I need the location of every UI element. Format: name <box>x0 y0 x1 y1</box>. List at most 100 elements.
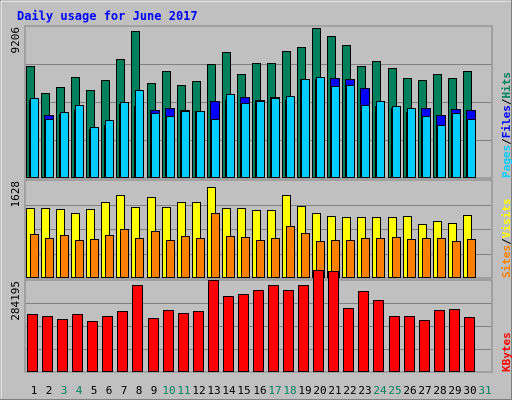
x-tick-label-day-16: 16 <box>253 384 266 397</box>
bar-sites-day-26 <box>407 239 416 278</box>
legend-kbytes: KBytes <box>500 332 512 372</box>
x-tick-label-day-31: 31 <box>478 384 491 397</box>
bar-kbytes-day-23 <box>358 291 369 372</box>
bar-pages-day-28 <box>437 125 446 178</box>
chart-panels: 9206Pages/Files/Hits1628Sites/Visits2841… <box>9 25 512 373</box>
bar-kbytes-day-10 <box>163 310 174 372</box>
bar-pages-day-16 <box>256 101 265 178</box>
bar-sites-day-6 <box>105 235 114 278</box>
x-tick-label-day-12: 12 <box>192 384 205 397</box>
bar-kbytes-day-8 <box>132 285 143 372</box>
y-axis-max-label: 1628 <box>9 181 22 208</box>
bar-pages-day-26 <box>407 108 416 178</box>
bar-pages-day-18 <box>286 96 295 178</box>
bar-sites-day-8 <box>135 238 144 278</box>
bar-pages-day-20 <box>316 77 325 178</box>
bar-kbytes-day-1 <box>27 314 38 372</box>
bar-pages-day-21 <box>331 86 340 178</box>
bar-pages-day-23 <box>361 105 370 178</box>
bar-pages-day-17 <box>271 98 280 178</box>
bar-pages-day-1 <box>30 98 39 178</box>
bar-sites-day-12 <box>196 238 205 278</box>
bar-sites-day-29 <box>452 241 461 278</box>
bar-sites-day-24 <box>376 238 385 278</box>
x-tick-label-day-21: 21 <box>328 384 341 397</box>
bar-sites-day-17 <box>271 238 280 278</box>
legend-item-visits: Visits <box>500 199 512 239</box>
bar-kbytes-day-2 <box>42 316 53 372</box>
x-tick-label-day-11: 11 <box>177 384 190 397</box>
bar-kbytes-day-20 <box>313 270 324 372</box>
bar-kbytes-day-27 <box>419 320 430 372</box>
x-tick-label-day-6: 6 <box>106 384 113 397</box>
legend-item-files: Files <box>500 105 512 138</box>
x-tick-label-day-5: 5 <box>91 384 98 397</box>
x-tick-label-day-23: 23 <box>358 384 371 397</box>
bar-sites-day-30 <box>467 239 476 278</box>
bar-pages-day-2 <box>45 119 54 178</box>
bar-kbytes-day-26 <box>404 316 415 372</box>
bar-kbytes-day-4 <box>72 314 83 372</box>
bar-kbytes-day-17 <box>268 285 279 372</box>
bar-sites-day-19 <box>301 233 310 278</box>
chart-title: Daily usage for June 2017 <box>17 9 198 23</box>
x-tick-label-day-30: 30 <box>463 384 476 397</box>
bar-pages-day-5 <box>90 127 99 178</box>
bar-sites-day-27 <box>422 238 431 278</box>
bar-sites-day-13 <box>211 213 220 278</box>
bar-sites-day-7 <box>120 229 129 278</box>
bar-kbytes-day-24 <box>373 300 384 372</box>
bar-sites-day-11 <box>181 236 190 278</box>
bar-kbytes-day-3 <box>57 319 68 372</box>
bar-kbytes-day-25 <box>389 316 400 372</box>
bar-sites-day-3 <box>60 235 69 278</box>
x-tick-label-day-27: 27 <box>418 384 431 397</box>
bar-pages-day-29 <box>452 113 461 178</box>
x-tick-label-day-22: 22 <box>343 384 356 397</box>
bar-kbytes-day-21 <box>328 271 339 372</box>
x-tick-label-day-13: 13 <box>207 384 220 397</box>
bar-kbytes-day-15 <box>238 294 249 372</box>
bar-pages-day-25 <box>392 106 401 178</box>
bar-sites-day-22 <box>346 240 355 278</box>
bar-kbytes-day-28 <box>434 310 445 372</box>
bar-sites-day-18 <box>286 226 295 278</box>
x-tick-label-day-26: 26 <box>403 384 416 397</box>
bar-pages-day-24 <box>376 101 385 178</box>
x-tick-label-day-18: 18 <box>283 384 296 397</box>
x-tick-label-day-9: 9 <box>151 384 158 397</box>
bar-kbytes-day-9 <box>148 318 159 372</box>
x-tick-label-day-4: 4 <box>76 384 83 397</box>
legend-visits-sites: Sites/Visits <box>500 199 512 279</box>
x-tick-label-day-24: 24 <box>373 384 387 397</box>
x-tick-label-day-17: 17 <box>268 384 281 397</box>
bar-sites-day-28 <box>437 238 446 278</box>
x-tick-label-day-8: 8 <box>136 384 143 397</box>
bar-pages-day-7 <box>120 102 129 178</box>
bar-kbytes-day-16 <box>253 290 264 372</box>
bar-kbytes-day-29 <box>449 309 460 372</box>
bar-sites-day-10 <box>166 240 175 278</box>
y-axis-max-label: 9206 <box>9 27 22 54</box>
bar-kbytes-day-7 <box>117 311 128 372</box>
bar-kbytes-day-14 <box>223 296 234 372</box>
bar-sites-day-4 <box>75 240 84 278</box>
x-tick-label-day-20: 20 <box>313 384 326 397</box>
bar-pages-day-15 <box>241 103 250 178</box>
x-tick-label-day-25: 25 <box>388 384 401 397</box>
bar-kbytes-day-5 <box>87 321 98 372</box>
bar-sites-day-14 <box>226 236 235 278</box>
bar-pages-day-8 <box>135 90 144 178</box>
bar-sites-day-1 <box>30 234 39 278</box>
bar-pages-day-6 <box>105 120 114 178</box>
x-tick-label-day-15: 15 <box>237 384 250 397</box>
x-tick-label-day-19: 19 <box>298 384 311 397</box>
legend-item-sites: Sites <box>500 245 512 278</box>
x-axis-day-labels: 1 2 3 4 5 6 7 8 9 10 11 12 13 14 15 16 17 18 19 20 21 22 23 24 2… <box>31 384 492 397</box>
legend-separator: / <box>500 138 512 145</box>
bar-sites-day-15 <box>241 237 250 278</box>
bar-pages-day-19 <box>301 79 310 178</box>
